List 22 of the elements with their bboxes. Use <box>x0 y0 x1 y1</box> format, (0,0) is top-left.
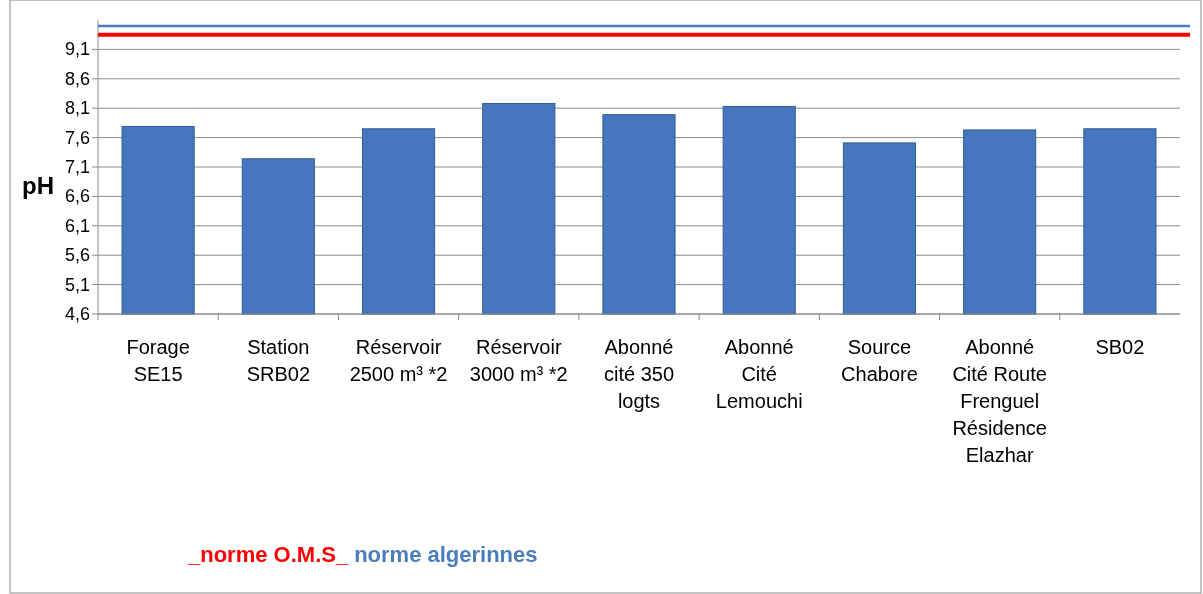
x-tick-label: Station SRB02 <box>246 336 311 385</box>
y-tick-label: 5,1 <box>64 274 90 295</box>
x-tick-label: Source Chabore <box>841 336 918 385</box>
y-axis-title: pH <box>22 172 54 199</box>
y-tick-label: 8,6 <box>64 68 90 89</box>
y-tick-label: 9,1 <box>64 39 90 60</box>
x-tick-label: Abonné Cité Lemouchi <box>715 336 803 412</box>
x-tick-label: SB02 <box>1095 336 1145 358</box>
ref-line-label: _norme O.M.S_ <box>187 542 349 567</box>
y-tick-label: 6,6 <box>64 186 90 207</box>
y-tick-label: 4,6 <box>64 304 90 324</box>
x-tick-label: Abonné Cité Route Frenguel Résidence Elazhar <box>952 336 1047 466</box>
y-tick-label: 6,1 <box>64 215 90 236</box>
y-tick-label: 8,1 <box>64 98 90 119</box>
x-tick-label: Réservoir 2500 m³ *2 <box>349 336 448 385</box>
y-tick-label: 7,1 <box>64 157 90 177</box>
x-tick-label: Abonné cité 350 logts <box>603 336 675 412</box>
y-tick-label: 5,6 <box>64 245 90 266</box>
ref-line-label: norme algerinnes <box>354 542 538 567</box>
y-tick-label: 7,6 <box>64 127 90 148</box>
x-tick-label: Forage SE15 <box>126 336 190 385</box>
x-tick-label: Réservoir 3000 m³ *2 <box>469 336 568 385</box>
